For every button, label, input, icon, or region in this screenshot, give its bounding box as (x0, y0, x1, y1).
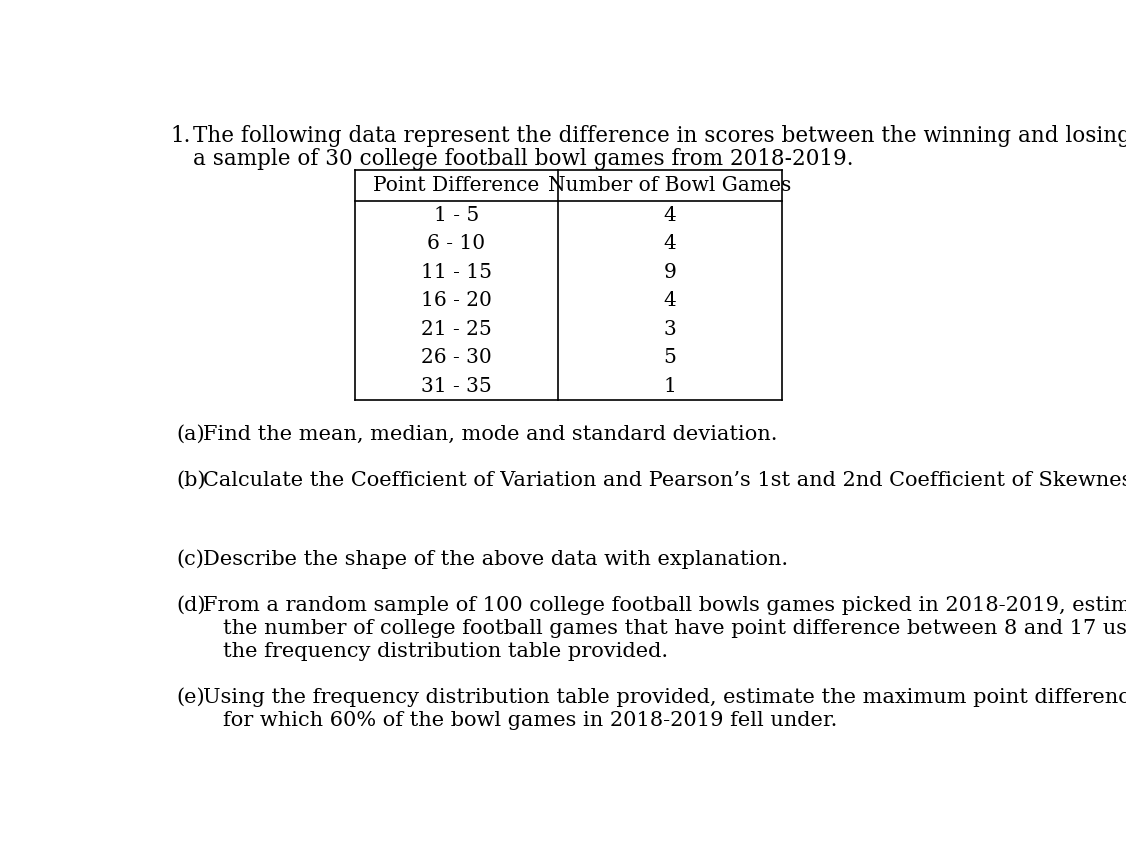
Text: 1.: 1. (170, 125, 190, 147)
Text: 4: 4 (663, 291, 677, 310)
Text: Using the frequency distribution table provided, estimate the maximum point diff: Using the frequency distribution table p… (203, 689, 1126, 708)
Text: (c): (c) (177, 549, 204, 568)
Text: 4: 4 (663, 206, 677, 225)
Text: 5: 5 (663, 348, 677, 367)
Text: 26 - 30: 26 - 30 (421, 348, 492, 367)
Text: (e): (e) (177, 689, 205, 708)
Text: 21 - 25: 21 - 25 (421, 319, 492, 338)
Text: (a): (a) (177, 425, 205, 444)
Text: (d): (d) (177, 596, 206, 615)
Text: the number of college football games that have point difference between 8 and 17: the number of college football games tha… (223, 619, 1126, 638)
Text: 6 - 10: 6 - 10 (427, 234, 485, 253)
Text: The following data represent the difference in scores between the winning and lo: The following data represent the differe… (194, 125, 1126, 147)
Text: the frequency distribution table provided.: the frequency distribution table provide… (223, 642, 668, 661)
Text: 9: 9 (663, 263, 677, 281)
Text: Calculate the Coefficient of Variation and Pearson’s 1st and 2nd Coefficient of : Calculate the Coefficient of Variation a… (203, 471, 1126, 490)
Text: 1: 1 (663, 376, 677, 395)
Text: Find the mean, median, mode and standard deviation.: Find the mean, median, mode and standard… (203, 425, 777, 444)
Text: for which 60% of the bowl games in 2018-2019 fell under.: for which 60% of the bowl games in 2018-… (223, 711, 838, 730)
Text: 31 - 35: 31 - 35 (421, 376, 492, 395)
Text: From a random sample of 100 college football bowls games picked in 2018-2019, es: From a random sample of 100 college foot… (203, 596, 1126, 615)
Text: Describe the shape of the above data with explanation.: Describe the shape of the above data wit… (203, 549, 788, 568)
Text: (b): (b) (177, 471, 206, 490)
Text: 4: 4 (663, 234, 677, 253)
Text: a sample of 30 college football bowl games from 2018-2019.: a sample of 30 college football bowl gam… (194, 149, 854, 170)
Text: Number of Bowl Games: Number of Bowl Games (548, 176, 792, 195)
Text: 16 - 20: 16 - 20 (421, 291, 492, 310)
Text: 3: 3 (663, 319, 677, 338)
Text: 1 - 5: 1 - 5 (434, 206, 479, 225)
Text: Point Difference: Point Difference (373, 176, 539, 195)
Text: 11 - 15: 11 - 15 (421, 263, 492, 281)
